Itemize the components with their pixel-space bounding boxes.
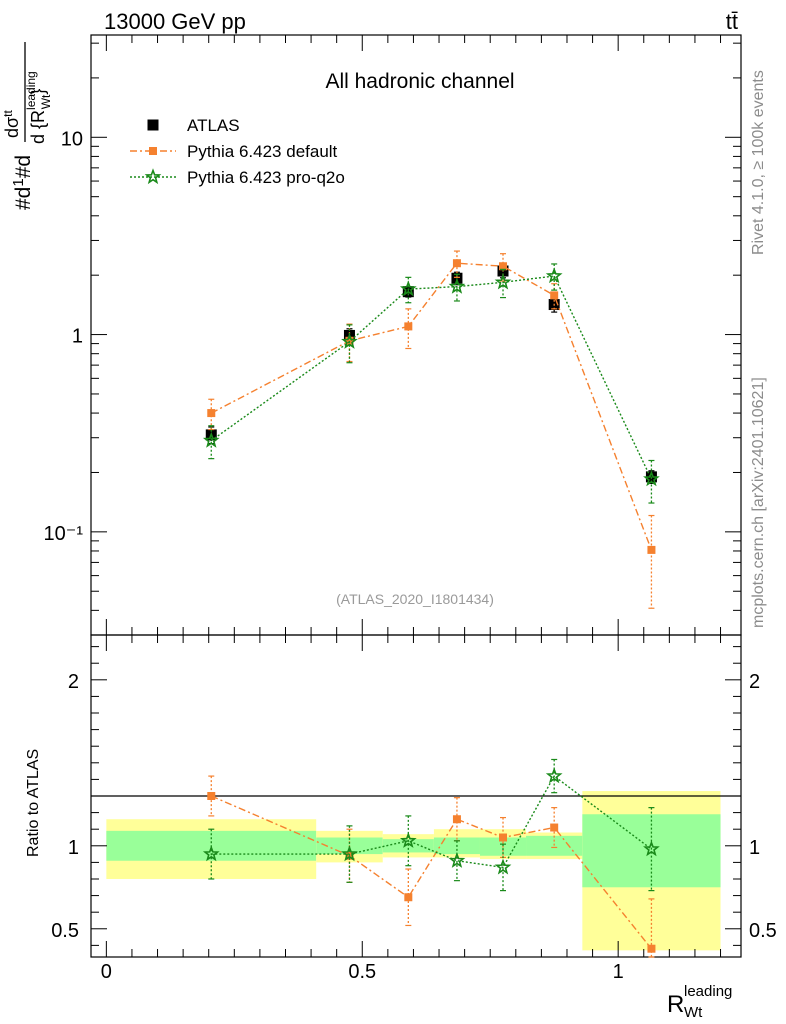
ratio-series-layer [202,758,660,958]
data-point [448,277,466,294]
x-tick-label: 1 [613,961,624,983]
ratio-point [550,823,559,832]
ratio-point [404,893,413,902]
svg-text:d {RleadingWt}: d {RleadingWt} [24,71,53,144]
series-line [210,262,653,551]
ratio-point [494,858,512,875]
rivet-version-label: Rivet 4.1.0, ≥ 100k events [750,70,767,255]
ratio-axis-ticks: 2 2 1 1 0.5 0.5 0 0.5 1 [51,635,777,983]
ratio-point [399,832,417,848]
ratio-y-tick-label: 0.5 [51,920,79,942]
legend-marker [149,147,157,155]
data-point [545,267,563,284]
svg-text:leading: leading [684,983,732,1000]
legend-label: Pythia 6.423 pro-q2o [187,168,345,187]
ratio-point [202,845,220,862]
legend-label: Pythia 6.423 default [187,142,338,161]
analysis-id: (ATLAS_2020_I1801434) [336,591,494,607]
ratio-point [207,792,216,800]
main-series-layer [202,250,660,609]
band-inner [582,814,721,888]
data-point [207,409,216,418]
legend-marker [147,119,159,131]
ratio-y-tick-label-right: 2 [749,671,760,693]
data-point [550,291,559,300]
ratio-point [448,851,466,868]
x-axis-label: R leading Wt [667,983,732,1021]
data-point [404,322,413,331]
data-point [643,470,660,487]
mcplots-label: mcplots.cern.ch [arXiv:2401.10621] [750,377,767,628]
process-label: tt̄ [726,9,738,34]
legend-label: ATLAS [187,116,240,135]
main-panel: 10 1 10⁻¹ All hadronic channel (ATLAS_2020… [1,34,742,636]
series-pythia-6-423-pro-q2o [202,263,660,504]
main-y-axis-label: #d1#d dσtt d {RleadingWt} [1,42,53,210]
ratio-point [647,944,656,953]
main-y-tick-label: 1 [72,326,83,348]
x-tick-label: 0 [101,961,112,983]
series-pythia-6-423-default [207,250,656,609]
ratio-uncertainty-bands [106,791,721,951]
data-point [452,259,461,268]
series-atlas [205,264,657,485]
ratio-y-axis-label: Ratio to ATLAS [25,749,42,857]
data-point [499,262,508,271]
main-axis-ticks: 10 1 10⁻¹ [44,35,741,636]
svg-text:dσtt: dσtt [1,110,22,138]
data-point [202,431,220,448]
ratio-y-tick-label: 2 [68,671,79,693]
x-tick-label: 0.5 [348,961,376,983]
series-line [210,275,653,480]
band-inner [526,835,583,856]
ratio-point [545,767,563,784]
ratio-point [341,845,358,862]
ratio-y-tick-label-right: 0.5 [749,920,777,942]
legend-marker [144,168,162,185]
data-point [494,273,512,290]
svg-text:Wt: Wt [684,1004,703,1021]
ratio-point [499,833,508,842]
ratio-panel: 2 2 1 1 0.5 0.5 0 0.5 1 Ratio to ATLAS R leading… [25,634,777,1021]
main-y-tick-label: 10⁻¹ [44,523,84,545]
data-point [399,280,417,297]
svg-text:#d1#d: #d1#d [10,155,35,210]
ratio-point [643,840,660,857]
ratio-y-tick-label-right: 1 [749,837,760,859]
data-point [345,336,354,345]
ratio-point [452,815,461,824]
data-point [341,332,358,349]
main-y-tick-label: 10 [61,128,83,150]
legend: ATLAS Pythia 6.423 default Pythia 6.423 pr… [130,116,345,187]
energy-label: 13000 GeV pp [104,9,246,34]
ratio-y-tick-label: 1 [68,837,79,859]
channel-title: All hadronic channel [325,70,514,93]
ratio-series-pythia-6-423-pro-q2o [202,758,660,892]
data-point [647,545,656,554]
svg-text:R: R [667,991,684,1018]
